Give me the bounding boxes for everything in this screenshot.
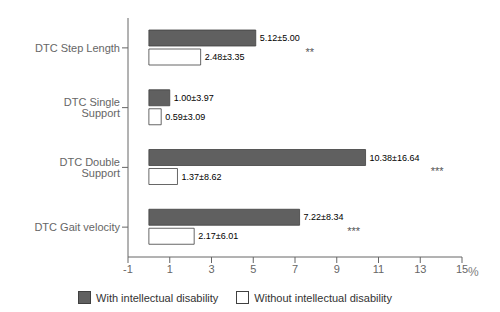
svg-text:7.22±8.34: 7.22±8.34: [304, 212, 344, 222]
svg-text:1: 1: [167, 263, 173, 275]
svg-text:%: %: [468, 265, 479, 279]
svg-text:13: 13: [414, 263, 426, 275]
svg-text:15: 15: [456, 263, 468, 275]
svg-text:DTC Gait velocity: DTC Gait velocity: [34, 221, 120, 233]
svg-text:7: 7: [292, 263, 298, 275]
svg-text:***: ***: [431, 165, 445, 177]
svg-text:3: 3: [208, 263, 214, 275]
svg-text:1.00±3.97: 1.00±3.97: [174, 93, 214, 103]
svg-text:DTC DoubleSupport: DTC DoubleSupport: [59, 156, 120, 179]
html-text:Without intellectual disabilit: Without intellectual disability: [254, 291, 392, 304]
svg-text:2.17±6.01: 2.17±6.01: [198, 231, 238, 241]
svg-text:***: ***: [347, 225, 361, 237]
svg-text:-1: -1: [123, 263, 133, 275]
svg-text:0.59±3.09: 0.59±3.09: [165, 112, 205, 122]
svg-text:**: **: [305, 46, 314, 58]
svg-text:9: 9: [334, 263, 340, 275]
svg-text:5.12±5.00: 5.12±5.00: [260, 33, 300, 43]
svg-text:DTC Step Length: DTC Step Length: [35, 42, 120, 54]
svg-text:5: 5: [250, 263, 256, 275]
svg-text:DTC SingleSupport: DTC SingleSupport: [64, 96, 120, 119]
svg-text:2.48±3.35: 2.48±3.35: [205, 52, 245, 62]
svg-text:11: 11: [373, 263, 384, 275]
svg-text:1.37±8.62: 1.37±8.62: [181, 172, 221, 182]
svg-text:10.38±16.64: 10.38±16.64: [370, 153, 420, 163]
html-text:With intellectual disability: With intellectual disability: [96, 291, 219, 304]
